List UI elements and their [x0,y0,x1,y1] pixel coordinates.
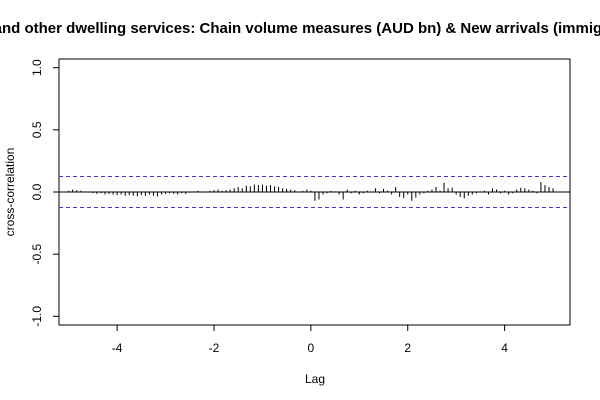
y-tick-label: 0.5 [30,121,44,138]
axes-layer: -4 -2 0 2 4 -1.0 -0.5 0.0 0.5 1.0 [30,58,571,355]
y-tick-label: 1.0 [30,59,44,76]
x-tick-label: 4 [501,341,508,355]
x-tick-label: -4 [112,341,123,355]
y-tick-label: -1.0 [30,306,44,327]
x-tick-label: 2 [404,341,411,355]
y-tick-label: -0.5 [30,243,44,264]
chart-title: and other dwelling services: Chain volum… [0,20,600,37]
bars-layer [68,182,554,201]
y-tick-label: 0.0 [30,183,44,200]
x-tick-label: 0 [308,341,315,355]
y-axis-label: cross-correlation [3,148,17,237]
x-axis-label: Lag [305,372,325,386]
x-tick-label: -2 [209,341,220,355]
